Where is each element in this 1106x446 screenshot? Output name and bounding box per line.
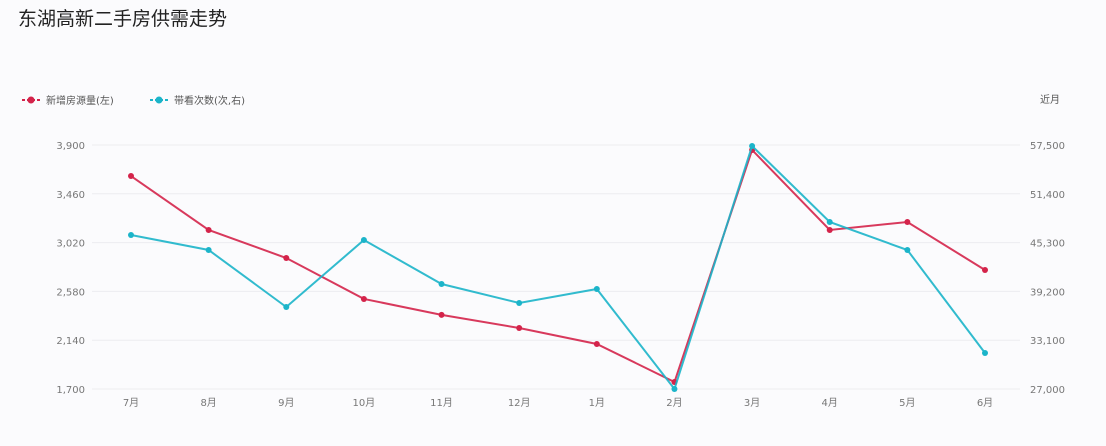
data-point xyxy=(671,386,678,392)
data-point xyxy=(205,226,212,233)
data-point xyxy=(438,311,445,318)
data-point xyxy=(904,218,911,225)
data-point xyxy=(593,340,600,347)
y-left-tick: 1,700 xyxy=(56,385,85,396)
y-right-tick: 51,400 xyxy=(1030,190,1065,201)
data-point xyxy=(982,350,988,356)
data-point xyxy=(283,255,290,262)
series-line-0 xyxy=(130,148,986,384)
data-point xyxy=(438,281,445,287)
data-point xyxy=(826,226,833,233)
y-right-tick: 39,200 xyxy=(1030,287,1065,298)
data-point xyxy=(360,295,367,302)
y-right-tick: 57,500 xyxy=(1030,141,1065,152)
x-tick: 4月 xyxy=(822,397,838,409)
data-point xyxy=(128,173,134,180)
chart-title: 东湖高新二手房供需走势 xyxy=(18,8,228,30)
legend-marker xyxy=(27,96,35,104)
x-tick: 10月 xyxy=(353,397,376,409)
x-tick: 2月 xyxy=(666,397,682,409)
data-point xyxy=(128,232,134,238)
x-tick: 8月 xyxy=(200,397,216,409)
y-left-tick: 3,900 xyxy=(56,141,85,152)
y-right-tick: 33,100 xyxy=(1030,336,1065,347)
x-tick: 3月 xyxy=(744,397,760,409)
y-right-label: 近月 xyxy=(1040,93,1060,106)
y-left-tick: 2,580 xyxy=(56,287,85,298)
data-point xyxy=(749,143,756,149)
y-left-tick: 3,460 xyxy=(56,190,85,201)
legend-label: 新增房源量(左) xyxy=(46,94,114,107)
data-point xyxy=(516,300,523,306)
x-tick: 11月 xyxy=(430,397,453,409)
x-tick: 6月 xyxy=(977,397,993,409)
series-line-1 xyxy=(130,144,986,392)
legend-marker xyxy=(155,96,163,104)
x-tick: 12月 xyxy=(508,397,531,409)
y-right-tick: 45,300 xyxy=(1030,239,1065,250)
legend-label: 带看次数(次,右) xyxy=(174,94,245,107)
data-point xyxy=(593,286,600,292)
data-point xyxy=(360,237,367,243)
x-tick: 7月 xyxy=(123,397,139,409)
data-point xyxy=(205,247,212,253)
y-left-tick: 2,140 xyxy=(56,336,85,347)
x-tick: 9月 xyxy=(278,397,294,409)
data-point xyxy=(982,266,988,273)
y-right-tick: 27,000 xyxy=(1030,385,1065,396)
x-tick: 1月 xyxy=(589,397,605,409)
y-left-tick: 3,020 xyxy=(56,239,85,250)
data-point xyxy=(826,219,833,225)
x-tick: 5月 xyxy=(899,397,915,409)
data-point xyxy=(283,304,290,310)
data-point xyxy=(516,325,523,331)
data-point xyxy=(904,247,911,253)
